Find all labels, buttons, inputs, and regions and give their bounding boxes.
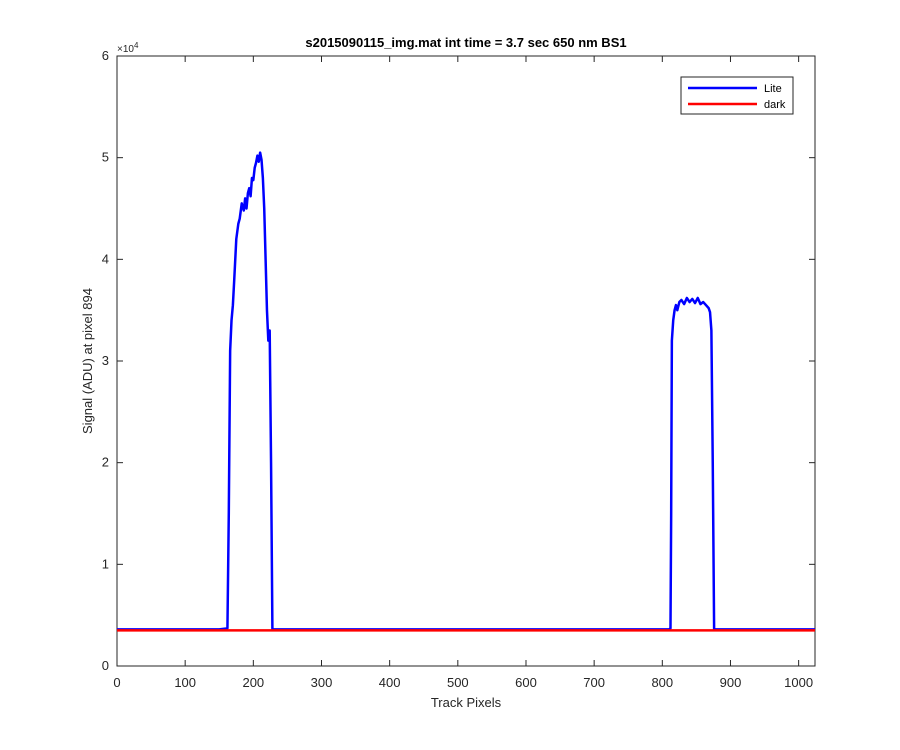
plot-area xyxy=(116,55,816,667)
x-tick-label: 400 xyxy=(379,675,401,690)
y-tick-label: 2 xyxy=(102,455,109,470)
x-tick-label: 0 xyxy=(113,675,120,690)
y-tick-label: 3 xyxy=(102,353,109,368)
legend-label-lite: Lite xyxy=(764,83,782,95)
y-tick-label: 5 xyxy=(102,150,109,165)
legend-box xyxy=(680,76,794,115)
legend: Lite dark xyxy=(680,76,794,115)
x-tick-label: 600 xyxy=(515,675,537,690)
y-exponent-label: ×104 xyxy=(117,41,139,55)
y-tick-label: 0 xyxy=(102,658,109,673)
x-tick-label: 500 xyxy=(447,675,469,690)
y-exponent-base: ×10 xyxy=(117,44,134,55)
y-exponent-power: 4 xyxy=(134,41,139,50)
y-tick-label: 6 xyxy=(102,48,109,63)
y-tick-label: 4 xyxy=(102,251,109,266)
x-axis-label: Track Pixels xyxy=(431,695,502,710)
y-tick-label: 1 xyxy=(102,556,109,571)
x-tick-label: 300 xyxy=(311,675,333,690)
series-layer xyxy=(117,151,815,632)
x-tick-label: 100 xyxy=(174,675,196,690)
x-tick-label: 700 xyxy=(583,675,605,690)
legend-label-dark: dark xyxy=(764,99,786,111)
x-tick-label: 800 xyxy=(651,675,673,690)
x-axis: 0 100 200 300 400 500 600 700 800 900 1000 xyxy=(113,56,813,690)
y-axis-label: Signal (ADU) at pixel 894 xyxy=(80,288,95,434)
x-tick-label: 1000 xyxy=(784,675,813,690)
chart-title: s2015090115_img.mat int time = 3.7 sec 6… xyxy=(305,35,626,50)
x-tick-label: 200 xyxy=(242,675,264,690)
y-axis: 0 1 2 3 4 5 6 xyxy=(102,48,815,673)
x-tick-label: 900 xyxy=(720,675,742,690)
